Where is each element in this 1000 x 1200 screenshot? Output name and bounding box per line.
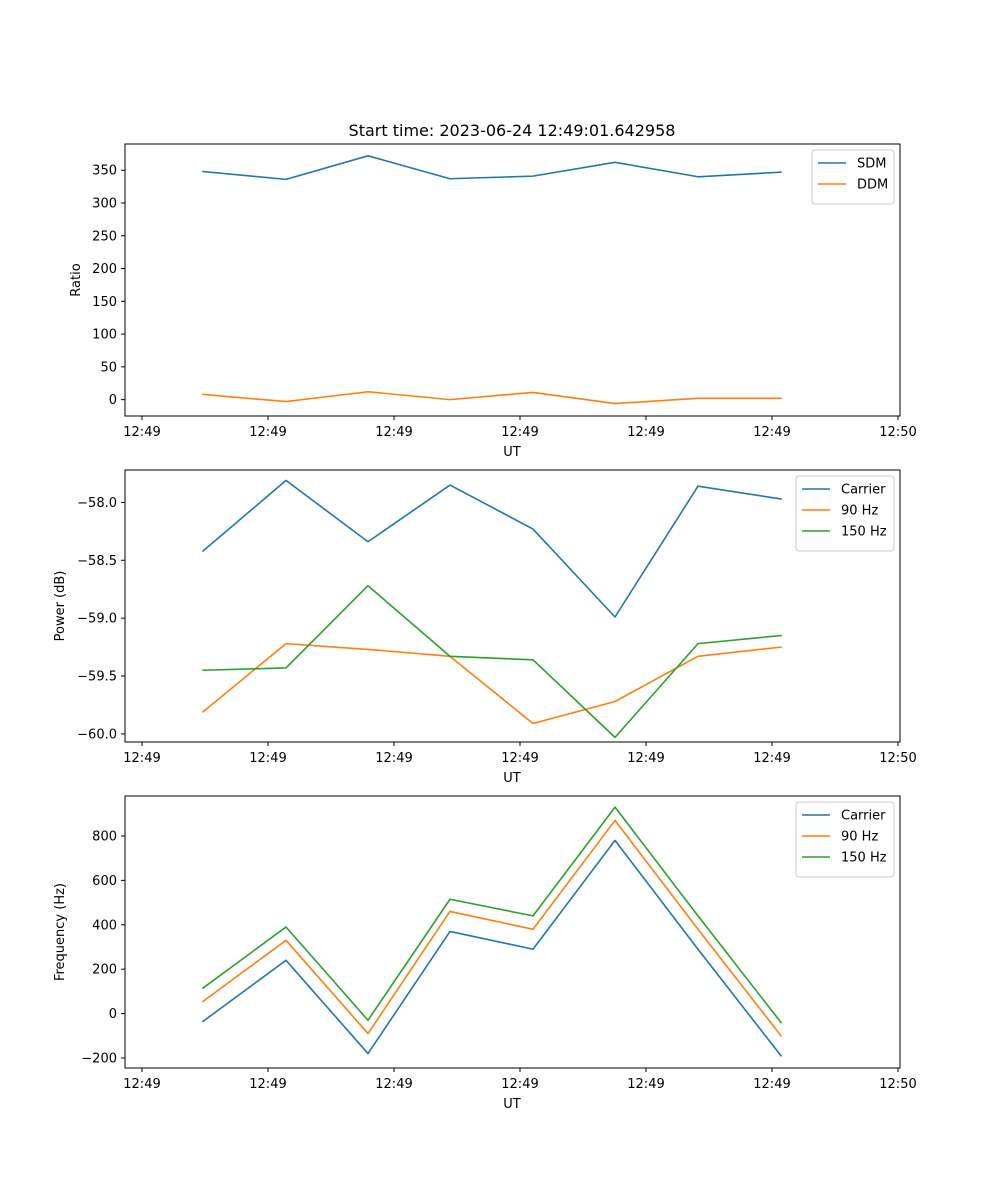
legend-box: [795, 475, 895, 552]
x-tick-label: 12:49: [123, 425, 160, 440]
legend: Carrier 90 Hz 150 Hz: [795, 801, 895, 878]
chart-panels: 12:49 12:49 12:49 12:49 12:49 12:49 12:50 0 50 10…: [53, 143, 917, 1112]
legend-label: DDM: [857, 178, 888, 193]
chart-panel-1: 12:49 12:49 12:49 12:49 12:49 12:49 12:50 0 50 10…: [69, 143, 917, 460]
x-tick-label: 12:49: [627, 1077, 664, 1092]
x-tick-label: 12:49: [123, 1077, 160, 1092]
x-tick-label: 12:49: [501, 751, 538, 766]
x-tick-label: 12:50: [879, 425, 916, 440]
x-tick-label: 12:49: [627, 751, 664, 766]
y-tick-label: −59.5: [77, 670, 117, 685]
y-tick-label: 0: [109, 393, 117, 408]
x-axis-label: UT: [503, 445, 521, 460]
x-tick-label: 12:49: [249, 425, 286, 440]
x-tick-label: 12:49: [753, 425, 790, 440]
chart-panel-3: 12:49 12:49 12:49 12:49 12:49 12:49 12:50 −200 0…: [53, 795, 917, 1112]
y-axis-label: Frequency (Hz): [53, 883, 68, 981]
y-tick-label: 400: [92, 918, 117, 933]
figure-title: Start time: 2023-06-24 12:49:01.642958: [349, 121, 676, 140]
x-tick-label: 12:49: [375, 751, 412, 766]
legend: Carrier 90 Hz 150 Hz: [795, 475, 895, 552]
series-line-carrier: [201, 479, 782, 618]
y-tick-label: −58.5: [77, 554, 117, 569]
x-tick-label: 12:49: [249, 751, 286, 766]
x-tick-label: 12:49: [375, 425, 412, 440]
legend: SDM DDM: [811, 149, 895, 205]
x-axis-label: UT: [503, 1097, 521, 1112]
legend-box: [795, 801, 895, 878]
legend-label: 90 Hz: [841, 504, 878, 519]
y-tick-label: 300: [92, 196, 117, 211]
series-line-ddm: [202, 390, 782, 405]
legend-label: SDM: [857, 157, 886, 172]
y-tick-label: 100: [92, 328, 117, 343]
y-tick-label: 600: [92, 874, 117, 889]
y-tick-label: 0: [109, 1007, 117, 1022]
y-tick-label: 200: [92, 262, 117, 277]
y-tick-label: −58.0: [77, 496, 117, 511]
y-tick-label: −60.0: [77, 727, 117, 742]
series-line-90-hz: [201, 642, 782, 725]
series-line-sdm: [202, 155, 782, 181]
chart-panel-2: 12:49 12:49 12:49 12:49 12:49 12:49 12:50 −60.0…: [53, 469, 917, 786]
x-tick-label: 12:50: [879, 1077, 916, 1092]
series-line-carrier: [201, 839, 783, 1057]
x-tick-label: 12:49: [123, 751, 160, 766]
x-axis-label: UT: [503, 771, 521, 786]
y-tick-label: 200: [92, 963, 117, 978]
y-tick-label: 150: [92, 295, 117, 310]
y-tick-label: −59.0: [77, 612, 117, 627]
y-tick-label: 800: [92, 829, 117, 844]
legend-label: Carrier: [841, 483, 886, 498]
x-tick-label: 12:49: [375, 1077, 412, 1092]
axes-frame: [124, 143, 901, 417]
y-tick-label: 50: [100, 360, 117, 375]
x-tick-label: 12:50: [879, 751, 916, 766]
y-tick-label: 250: [92, 229, 117, 244]
x-tick-label: 12:49: [753, 1077, 790, 1092]
legend-label: 150 Hz: [841, 525, 887, 540]
series-line-150-hz: [201, 806, 783, 1024]
x-tick-label: 12:49: [249, 1077, 286, 1092]
x-tick-label: 12:49: [753, 751, 790, 766]
y-tick-label: −200: [81, 1052, 117, 1067]
x-tick-label: 12:49: [627, 425, 664, 440]
series-line-150-hz: [202, 584, 782, 739]
axes-frame: [124, 469, 901, 743]
x-tick-label: 12:49: [501, 425, 538, 440]
y-axis-label: Ratio: [69, 263, 84, 296]
y-tick-label: 350: [92, 164, 117, 179]
y-axis-label: Power (dB): [53, 571, 68, 642]
legend-label: 150 Hz: [841, 851, 887, 866]
x-tick-label: 12:49: [501, 1077, 538, 1092]
axes-frame: [124, 795, 901, 1069]
legend-label: Carrier: [841, 809, 886, 824]
series-line-90-hz: [201, 819, 783, 1037]
legend-label: 90 Hz: [841, 830, 878, 845]
